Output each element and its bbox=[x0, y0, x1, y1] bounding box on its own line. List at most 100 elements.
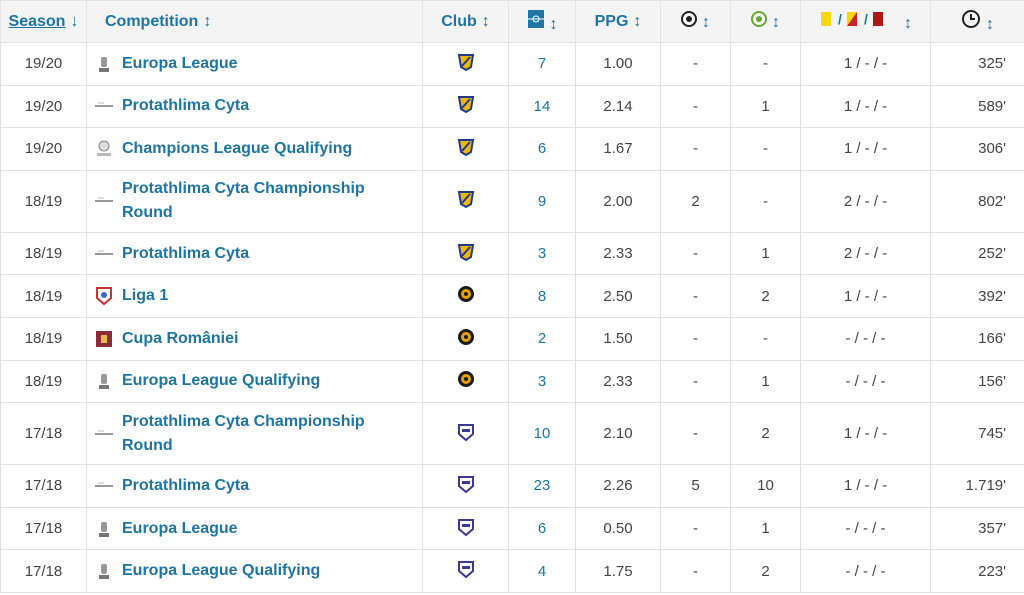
apps-cell[interactable]: 3 bbox=[508, 359, 576, 404]
competition-cell: Protathlima Cyta Championship Round bbox=[86, 402, 423, 466]
apps-cell[interactable]: 9 bbox=[508, 169, 576, 233]
goals-header[interactable]: ↕ bbox=[660, 0, 731, 43]
club-cell bbox=[422, 402, 509, 466]
goals-cell: - bbox=[660, 316, 731, 361]
club-logo[interactable] bbox=[456, 284, 476, 304]
ppg-cell: 2.26 bbox=[575, 464, 661, 508]
ppg-label[interactable]: PPG bbox=[594, 12, 629, 30]
season-cell: 19/20 bbox=[0, 84, 87, 129]
goals-cell: - bbox=[660, 402, 731, 466]
competition-link[interactable]: Champions League Qualifying bbox=[122, 139, 353, 157]
club-cell bbox=[422, 84, 509, 129]
club-logo[interactable] bbox=[456, 189, 476, 209]
apps-cell[interactable]: 3 bbox=[508, 231, 576, 276]
club-logo[interactable] bbox=[456, 559, 476, 579]
club-logo[interactable] bbox=[456, 422, 476, 442]
competition-wrap: Europa League bbox=[87, 517, 422, 541]
stats-row: 17/18 Europa League Qualifying 4 1.75-2- / … bbox=[0, 549, 1024, 593]
competition-link[interactable]: Protathlima Cyta Championship Round bbox=[122, 180, 365, 222]
ppg-header[interactable]: PPG ↕ bbox=[575, 0, 661, 43]
apps-cell[interactable]: 6 bbox=[508, 127, 576, 171]
assists-cell: 2 bbox=[730, 274, 801, 318]
cards-cell: - / - / - bbox=[800, 359, 931, 404]
stats-row: 19/20 Champions League Qualifying 6 1.67- -1… bbox=[0, 127, 1024, 171]
competition-cell: Cupa României bbox=[86, 316, 423, 361]
cards-icon: / / bbox=[821, 11, 883, 27]
minutes-cell: 1.719' bbox=[930, 464, 1024, 508]
competition-label[interactable]: Competition bbox=[105, 12, 199, 30]
season-label[interactable]: Season bbox=[8, 12, 66, 30]
competition-link[interactable]: Europa League Qualifying bbox=[122, 562, 321, 580]
club-logo[interactable] bbox=[456, 327, 476, 347]
stats-row: 18/19 Protathlima Cyta 3 2.33-1 2 / - / -252… bbox=[0, 231, 1024, 276]
competition-link[interactable]: Cupa României bbox=[122, 329, 239, 347]
competition-icon bbox=[95, 430, 113, 435]
competition-link[interactable]: Liga 1 bbox=[122, 287, 169, 305]
apps-header[interactable]: ↕ bbox=[508, 0, 576, 43]
stats-row: 18/19 Cupa României 2 1.50- - - / - / -166' bbox=[0, 316, 1024, 361]
competition-icon bbox=[95, 102, 113, 108]
minutes-cell: 306' bbox=[930, 127, 1024, 171]
competition-link[interactable]: Europa League bbox=[122, 519, 238, 537]
season-cell: 17/18 bbox=[0, 402, 87, 466]
assist-icon bbox=[751, 11, 767, 27]
club-logo[interactable] bbox=[456, 137, 476, 157]
competition-wrap: Protathlima Cyta Championship Round bbox=[87, 410, 422, 458]
ppg-cell: 2.00 bbox=[575, 169, 661, 233]
club-logo[interactable] bbox=[456, 369, 476, 389]
apps-cell[interactable]: 4 bbox=[508, 549, 576, 593]
club-cell bbox=[422, 359, 509, 404]
stats-row: 17/18 Protathlima Cyta 23 2.26 5 10 1 / - / -1… bbox=[0, 464, 1024, 508]
club-logo[interactable] bbox=[456, 52, 476, 72]
cards-cell: 2 / - / - bbox=[800, 169, 931, 233]
minutes-header[interactable]: ↕ bbox=[930, 0, 1024, 43]
competition-cell: Champions League Qualifying bbox=[86, 127, 423, 171]
competition-header[interactable]: Competition ↕ bbox=[86, 0, 423, 43]
apps-cell[interactable]: 8 bbox=[508, 274, 576, 318]
minutes-cell: 802' bbox=[930, 169, 1024, 233]
assists-cell: 1 bbox=[730, 359, 801, 404]
cards-header[interactable]: / / ↕ bbox=[800, 0, 931, 43]
club-header[interactable]: Club ↕ bbox=[422, 0, 509, 43]
competition-link[interactable]: Protathlima Cyta bbox=[122, 476, 250, 494]
competition-icon bbox=[95, 482, 113, 487]
cards-cell: 1 / - / - bbox=[800, 274, 931, 318]
competition-link[interactable]: Europa League Qualifying bbox=[122, 372, 321, 390]
goals-cell: - bbox=[660, 359, 731, 404]
assists-cell: - bbox=[730, 42, 801, 86]
competition-link[interactable]: Protathlima Cyta bbox=[122, 244, 250, 262]
competition-link[interactable]: Protathlima Cyta Championship Round bbox=[122, 412, 365, 454]
competition-cell: Protathlima Cyta bbox=[86, 231, 423, 276]
ppg-cell: 1.00 bbox=[575, 42, 661, 86]
competition-link[interactable]: Europa League bbox=[122, 54, 238, 72]
club-logo[interactable] bbox=[456, 474, 476, 494]
stats-row: 18/19 Europa League Qualifying 3 2.33-1- / … bbox=[0, 359, 1024, 404]
season-cell: 17/18 bbox=[0, 464, 87, 508]
apps-cell[interactable]: 10 bbox=[508, 402, 576, 466]
apps-cell[interactable]: 23 bbox=[508, 464, 576, 508]
competition-icon bbox=[99, 521, 109, 537]
competition-icon bbox=[96, 287, 112, 306]
apps-cell[interactable]: 14 bbox=[508, 84, 576, 129]
apps-cell[interactable]: 2 bbox=[508, 316, 576, 361]
goals-cell: - bbox=[660, 231, 731, 276]
assists-header[interactable]: ↕ bbox=[730, 0, 801, 43]
clock-icon bbox=[962, 10, 980, 28]
competition-link[interactable]: Protathlima Cyta bbox=[122, 97, 250, 115]
apps-cell[interactable]: 6 bbox=[508, 506, 576, 551]
assists-cell: 1 bbox=[730, 84, 801, 129]
competition-icon bbox=[95, 250, 113, 255]
competition-wrap: Protathlima Cyta bbox=[87, 242, 422, 266]
club-cell bbox=[422, 274, 509, 318]
apps-cell[interactable]: 7 bbox=[508, 42, 576, 86]
club-logo[interactable] bbox=[456, 517, 476, 537]
club-label[interactable]: Club bbox=[441, 12, 477, 30]
table-body: 19/20 Europa League 7 1.00- -1 / - / -325' 19… bbox=[0, 42, 1024, 593]
club-logo[interactable] bbox=[456, 242, 476, 262]
stats-row: 19/20 Europa League 7 1.00- -1 / - / -325' bbox=[0, 42, 1024, 86]
season-header[interactable]: Season ↓ bbox=[0, 0, 87, 43]
minutes-cell: 252' bbox=[930, 231, 1024, 276]
minutes-cell: 589' bbox=[930, 84, 1024, 129]
club-logo[interactable] bbox=[456, 94, 476, 114]
